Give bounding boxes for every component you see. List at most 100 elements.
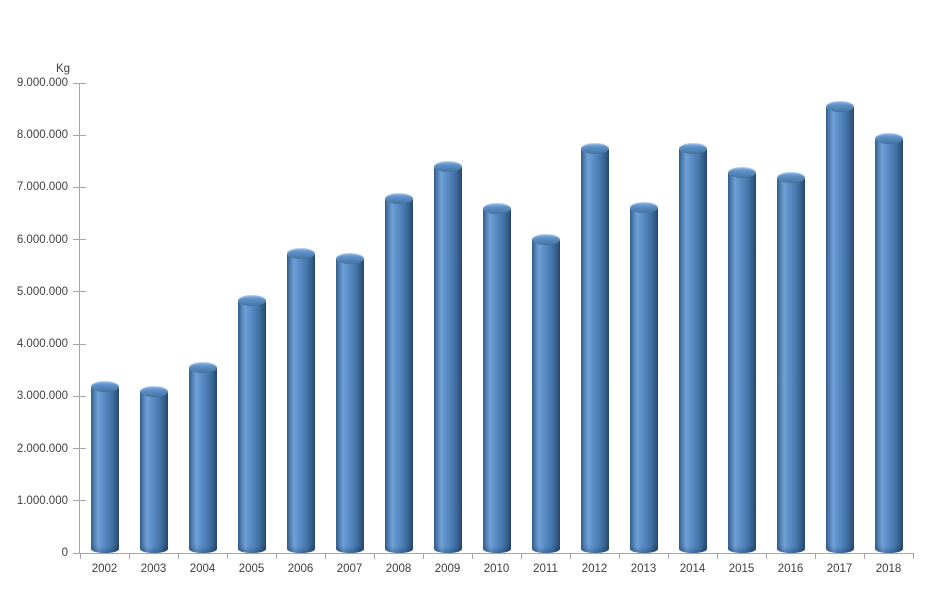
y-axis-tick — [73, 239, 86, 241]
bar-body — [237, 299, 266, 553]
x-axis-tick — [227, 553, 228, 559]
x-axis-tick — [276, 553, 277, 559]
y-axis-tick — [73, 291, 86, 293]
y-axis-tick — [73, 552, 86, 554]
bar-2016 — [776, 171, 805, 553]
y-axis-tick — [73, 395, 86, 397]
bar-body — [629, 207, 658, 553]
bar-2013 — [629, 202, 658, 553]
x-axis-tick — [717, 553, 718, 559]
x-axis-tick — [864, 553, 865, 559]
x-axis-tick-label: 2010 — [483, 563, 510, 575]
x-axis-tick — [668, 553, 669, 559]
y-axis-tick — [73, 448, 86, 450]
x-axis-tick — [913, 553, 914, 559]
y-axis-tick-label: 9.000.000 — [16, 77, 68, 89]
bar-cap — [237, 294, 266, 306]
bar-cap — [90, 380, 119, 392]
bar-2004 — [188, 362, 217, 553]
bar-2018 — [874, 132, 903, 553]
y-axis-tick — [73, 82, 86, 84]
bar-body — [384, 197, 413, 553]
bar-cap — [482, 203, 511, 215]
bar-cap — [580, 143, 609, 155]
y-axis-tick — [73, 343, 86, 345]
y-axis-tick — [73, 134, 86, 136]
x-axis-tick — [815, 553, 816, 559]
x-axis-tick-label: 2017 — [826, 563, 853, 575]
bar-cap — [531, 234, 560, 246]
bar-2003 — [139, 385, 168, 553]
x-axis-tick-label: 2005 — [238, 563, 265, 575]
x-axis-tick-label: 2011 — [533, 563, 558, 575]
bar-cap — [678, 143, 707, 155]
x-axis-tick-label: 2004 — [189, 563, 216, 575]
x-axis-tick — [178, 553, 179, 559]
y-axis-tick-label: 4.000.000 — [16, 338, 68, 351]
x-axis-tick — [521, 553, 522, 559]
x-axis-tick-label: 2016 — [777, 563, 804, 575]
x-axis-tick — [374, 553, 375, 559]
x-axis-tick — [423, 553, 424, 559]
y-axis-tick-label: 2.000.000 — [16, 442, 68, 455]
x-axis-tick-label: 2018 — [875, 563, 902, 575]
y-axis-tick-label: 8.000.000 — [16, 129, 68, 142]
bar-2009 — [433, 161, 462, 553]
bar-cap — [286, 247, 315, 259]
bar-body — [727, 171, 756, 553]
x-axis-line — [79, 553, 913, 554]
x-axis-tick-label: 2015 — [728, 563, 755, 575]
x-axis-tick-label: 2014 — [679, 563, 706, 575]
bar-2017 — [825, 101, 854, 553]
x-axis-tick — [80, 553, 81, 559]
bar-cap — [874, 132, 903, 144]
y-axis-tick-label: 6.000.000 — [16, 233, 68, 246]
bar-2007 — [335, 252, 364, 553]
x-axis-tick — [766, 553, 767, 559]
bar-cap — [139, 385, 168, 397]
bar-2015 — [727, 166, 756, 553]
bar-cap — [727, 166, 756, 178]
x-axis-tick — [472, 553, 473, 559]
x-axis-tick-label: 2003 — [140, 563, 167, 575]
y-axis-tick — [73, 186, 86, 188]
bar-body — [286, 252, 315, 553]
bar-body — [139, 390, 168, 553]
bar-2010 — [482, 203, 511, 553]
bar-2005 — [237, 294, 266, 553]
bar-cap — [776, 171, 805, 183]
bar-body — [776, 176, 805, 553]
bar-2012 — [580, 143, 609, 553]
bar-body — [678, 148, 707, 553]
bar-body — [335, 257, 364, 553]
y-axis-tick-label: 5.000.000 — [16, 285, 68, 298]
x-axis-tick-label: 2008 — [385, 563, 412, 575]
x-axis-tick — [619, 553, 620, 559]
bar-2014 — [678, 143, 707, 553]
bar-cap — [384, 192, 413, 204]
bar-2006 — [286, 247, 315, 553]
y-axis-line — [79, 83, 80, 554]
x-axis-tick-label: 2006 — [287, 563, 314, 575]
bar-body — [90, 385, 119, 553]
x-axis-tick — [325, 553, 326, 559]
x-axis-tick-label: 2009 — [434, 563, 461, 575]
y-axis-tick-label: 3.000.000 — [16, 390, 68, 403]
x-axis-tick-label: 2012 — [581, 563, 608, 575]
bar-body — [482, 208, 511, 553]
y-axis-tick-label: 1.000.000 — [16, 494, 68, 507]
bar-cap — [335, 252, 364, 264]
bar-2008 — [384, 192, 413, 553]
x-axis-tick-label: 2013 — [630, 563, 657, 575]
bar-cap — [433, 161, 462, 173]
bar-body — [433, 166, 462, 553]
bar-body — [188, 367, 217, 553]
bar-cap — [825, 101, 854, 113]
x-axis-tick — [129, 553, 130, 559]
bar-2002 — [90, 380, 119, 553]
x-axis-tick-label: 2007 — [336, 563, 363, 575]
bar-body — [825, 106, 854, 553]
bar-2011 — [531, 234, 560, 553]
y-axis-unit-label: Kg — [56, 63, 71, 75]
y-axis-tick-label: 7.000.000 — [16, 181, 68, 194]
